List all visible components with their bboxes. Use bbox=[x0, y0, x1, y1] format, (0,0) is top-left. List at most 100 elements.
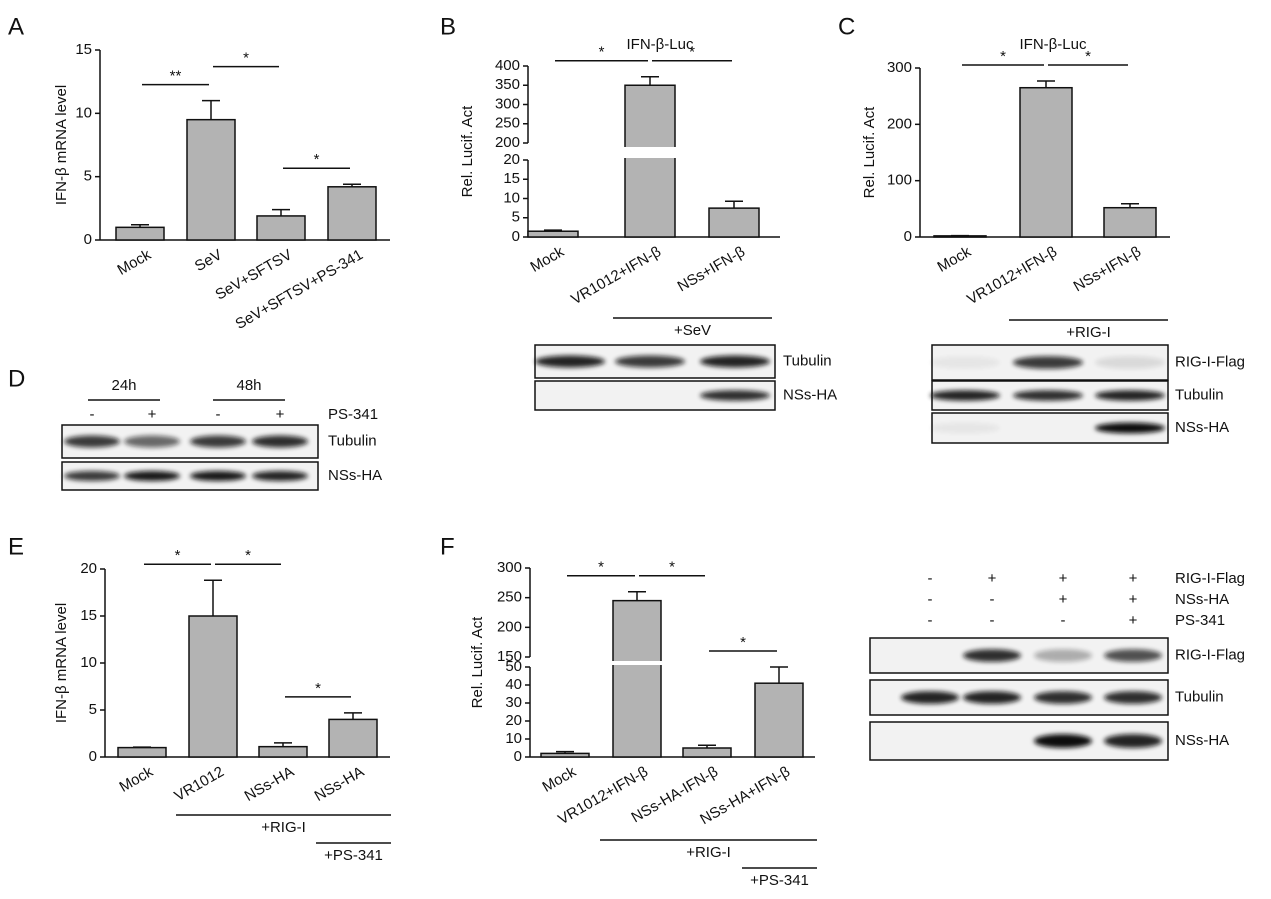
condition-label: NSs-HA bbox=[1175, 591, 1229, 608]
error-bar bbox=[344, 712, 362, 720]
y-tick-label: 15 bbox=[80, 607, 97, 624]
condition-sign: + bbox=[148, 406, 157, 423]
error-bar bbox=[202, 99, 220, 120]
y-tick-label: 20 bbox=[505, 712, 522, 729]
error-bar bbox=[343, 183, 361, 187]
x-tick-label: Mock bbox=[934, 243, 974, 276]
panel-letter: C bbox=[838, 13, 855, 40]
header-label: 48h bbox=[236, 377, 261, 394]
bar bbox=[612, 599, 662, 758]
y-axis-label: Rel. Lucif. Act bbox=[459, 105, 476, 198]
blot-band bbox=[190, 435, 246, 448]
error-bar bbox=[628, 590, 646, 601]
blot-band bbox=[901, 691, 959, 704]
blot-band bbox=[930, 390, 1000, 401]
condition-sign: - bbox=[1061, 612, 1066, 629]
blot-band bbox=[963, 649, 1021, 662]
y-tick-label: 5 bbox=[84, 168, 92, 185]
blot-band bbox=[1034, 649, 1092, 662]
y-tick-label: 200 bbox=[887, 115, 912, 132]
bar bbox=[624, 84, 676, 238]
group-label: +SeV bbox=[674, 322, 711, 339]
x-tick-label: Mock bbox=[114, 246, 154, 279]
blot-band bbox=[1095, 422, 1165, 434]
y-tick-label: 250 bbox=[495, 115, 520, 132]
bar bbox=[258, 745, 308, 758]
y-tick-label: 350 bbox=[495, 76, 520, 93]
error-bar bbox=[770, 666, 788, 684]
chart-title: IFN-β-Luc bbox=[627, 36, 694, 53]
blot-band bbox=[252, 470, 308, 482]
condition-sign: - bbox=[216, 406, 221, 423]
blot-row-label: RIG-I-Flag bbox=[1175, 646, 1245, 663]
blot-band bbox=[124, 435, 180, 448]
blot-row-label: Tubulin bbox=[1175, 688, 1224, 705]
condition-sign: - bbox=[928, 591, 933, 608]
condition-sign: + bbox=[1129, 612, 1138, 629]
bar bbox=[527, 230, 579, 238]
y-tick-label: 50 bbox=[505, 658, 522, 675]
panel-letter: B bbox=[440, 13, 456, 40]
x-tick-label: VR1012 bbox=[172, 763, 227, 805]
y-tick-label: 15 bbox=[503, 170, 520, 187]
y-tick-label: 200 bbox=[497, 618, 522, 635]
y-tick-label: 200 bbox=[495, 134, 520, 151]
y-tick-label: 300 bbox=[495, 95, 520, 112]
blot-row-label: RIG-I-Flag bbox=[1175, 353, 1245, 370]
y-tick-label: 15 bbox=[75, 41, 92, 58]
blot-band bbox=[64, 470, 120, 482]
y-tick-label: 10 bbox=[75, 104, 92, 121]
blot-band bbox=[1104, 649, 1162, 662]
condition-sign: - bbox=[928, 612, 933, 629]
blot-band bbox=[700, 355, 770, 368]
bar bbox=[1019, 86, 1073, 238]
bar bbox=[117, 746, 167, 758]
significance-label: * bbox=[669, 559, 675, 576]
condition-label: RIG-I-Flag bbox=[1175, 570, 1245, 587]
y-tick-label: 300 bbox=[497, 559, 522, 576]
condition-sign: + bbox=[988, 570, 997, 587]
error-bar bbox=[131, 224, 149, 228]
blot-band bbox=[1013, 390, 1083, 401]
significance-label: * bbox=[1085, 48, 1091, 65]
significance-label: * bbox=[599, 44, 605, 61]
y-axis-label: Rel. Lucif. Act bbox=[469, 616, 486, 709]
blot-band bbox=[1104, 734, 1162, 748]
x-tick-label: NSs+IFN-β bbox=[1071, 243, 1145, 295]
x-tick-label: NSs-HA bbox=[312, 763, 367, 805]
blot-band bbox=[190, 470, 246, 482]
x-tick-label: NSs-HA bbox=[242, 763, 297, 805]
panel-letter: E bbox=[8, 533, 24, 560]
blot-band bbox=[64, 435, 120, 448]
error-bar bbox=[204, 579, 222, 616]
condition-sign: + bbox=[1129, 591, 1138, 608]
bar bbox=[115, 226, 165, 241]
blot-band bbox=[535, 355, 605, 368]
blot-band bbox=[1095, 356, 1165, 369]
significance-label: ** bbox=[170, 68, 182, 85]
y-axis-label: Rel. Lucif. Act bbox=[861, 106, 878, 199]
group-label: +RIG-I bbox=[261, 819, 306, 836]
y-tick-label: 40 bbox=[505, 676, 522, 693]
significance-label: * bbox=[175, 547, 181, 564]
condition-sign: + bbox=[1059, 570, 1068, 587]
blot-band bbox=[1013, 356, 1083, 369]
y-tick-label: 400 bbox=[495, 57, 520, 74]
bar bbox=[327, 186, 377, 241]
y-tick-label: 0 bbox=[512, 228, 520, 245]
error-bar bbox=[698, 744, 716, 748]
y-tick-label: 10 bbox=[80, 654, 97, 671]
condition-sign: + bbox=[1129, 570, 1138, 587]
panel-letter: F bbox=[440, 533, 455, 560]
error-bar bbox=[641, 76, 659, 86]
significance-label: * bbox=[243, 50, 249, 67]
condition-sign: - bbox=[928, 570, 933, 587]
condition-label: PS-341 bbox=[1175, 612, 1225, 629]
blot-band bbox=[1095, 390, 1165, 401]
y-tick-label: 10 bbox=[503, 189, 520, 206]
bar bbox=[540, 752, 590, 758]
bar bbox=[708, 207, 760, 238]
significance-label: * bbox=[598, 559, 604, 576]
blot-row-label: NSs-HA bbox=[1175, 732, 1229, 749]
x-tick-label: Mock bbox=[527, 243, 567, 276]
